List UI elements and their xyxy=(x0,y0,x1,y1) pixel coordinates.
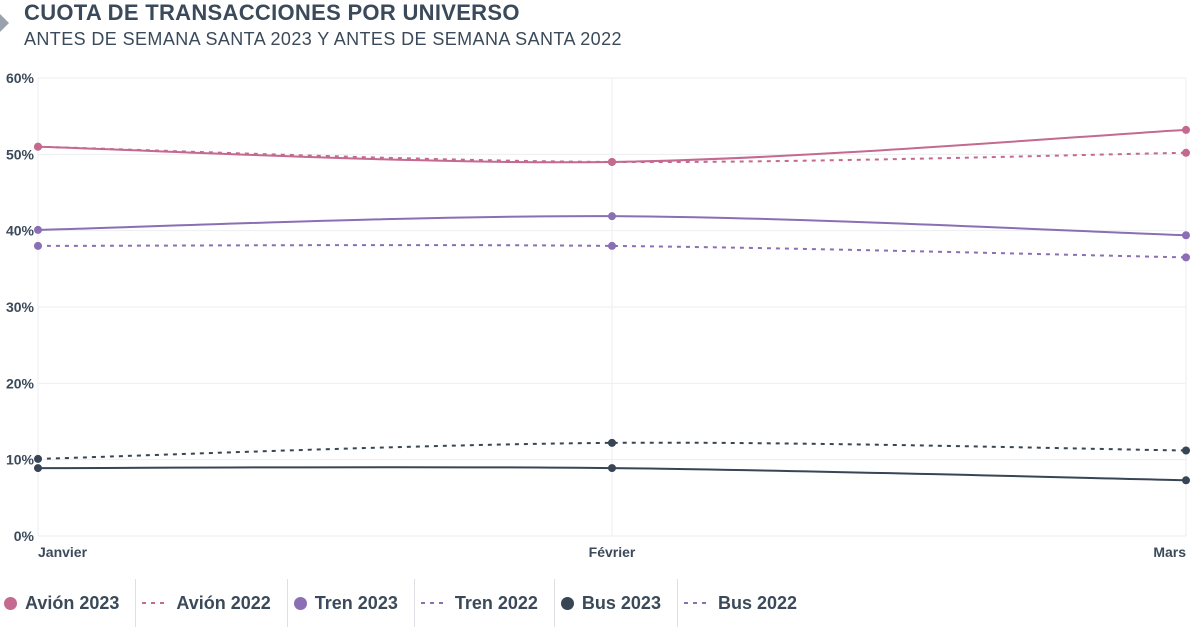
legend-item-tren-2023[interactable]: Tren 2023 xyxy=(288,579,415,627)
y-tick-label: 0% xyxy=(14,528,35,544)
legend-swatch xyxy=(4,596,17,610)
x-tick-label: Janvier xyxy=(38,544,88,560)
legend-swatch xyxy=(683,602,710,604)
data-point-bus-2022 xyxy=(1182,446,1190,455)
data-point-bus-2023 xyxy=(34,464,42,473)
chart-legend: Avión 2023 Avión 2022 Tren 2023 Tren 2022 Bu… xyxy=(0,579,813,627)
y-tick-label: 60% xyxy=(6,70,35,86)
legend-label: Bus 2023 xyxy=(581,592,661,613)
data-point-avi-n-2022 xyxy=(1182,148,1190,157)
line-chart: 0% 10% 20% 30% 40% 50% 60% Janvier Février Mars xyxy=(6,70,1190,560)
legend-label: Tren 2023 xyxy=(314,592,398,613)
x-tick-label: Mars xyxy=(1153,544,1186,560)
legend-item-avi-n-2022[interactable]: Avión 2022 xyxy=(136,579,288,627)
legend-label: Tren 2022 xyxy=(454,592,538,613)
data-point-tren-2023 xyxy=(608,212,616,221)
header-marker xyxy=(0,14,9,32)
legend-swatch xyxy=(142,602,168,604)
y-tick-label: 50% xyxy=(6,146,35,162)
legend-swatch xyxy=(293,596,307,610)
legend-swatch xyxy=(420,602,447,604)
data-point-avi-n-2022 xyxy=(34,142,42,151)
legend-item-tren-2022[interactable]: Tren 2022 xyxy=(415,579,555,627)
chart-subtitle: ANTES DE SEMANA SANTA 2023 Y ANTES DE SE… xyxy=(24,29,622,49)
y-tick-label: 30% xyxy=(6,299,35,315)
legend-label: Bus 2022 xyxy=(717,592,798,613)
y-tick-label: 40% xyxy=(6,223,35,239)
data-point-tren-2022 xyxy=(1182,253,1190,262)
data-point-bus-2023 xyxy=(1182,476,1190,485)
data-point-bus-2022 xyxy=(608,438,616,447)
data-point-bus-2022 xyxy=(34,454,42,463)
data-point-avi-n-2022 xyxy=(608,157,616,166)
legend-label: Avión 2023 xyxy=(25,592,120,613)
x-tick-label: Février xyxy=(589,544,636,560)
data-point-tren-2022 xyxy=(34,241,42,250)
data-point-tren-2023 xyxy=(1182,231,1190,240)
legend-item-bus-2023[interactable]: Bus 2023 xyxy=(555,579,678,627)
y-tick-label: 20% xyxy=(6,375,35,391)
data-point-avi-n-2023 xyxy=(1182,125,1190,134)
chart-title: CUOTA DE TRANSACCIONES POR UNIVERSO xyxy=(24,0,520,25)
legend-swatch xyxy=(560,596,574,610)
legend-item-avi-n-2023[interactable]: Avión 2023 xyxy=(0,579,137,627)
data-point-bus-2023 xyxy=(608,464,616,473)
y-tick-label: 10% xyxy=(6,452,35,468)
legend-item-bus-2022[interactable]: Bus 2022 xyxy=(678,579,813,627)
legend-label: Avión 2022 xyxy=(176,592,271,613)
data-point-tren-2023 xyxy=(34,225,42,234)
data-point-tren-2022 xyxy=(608,241,616,250)
